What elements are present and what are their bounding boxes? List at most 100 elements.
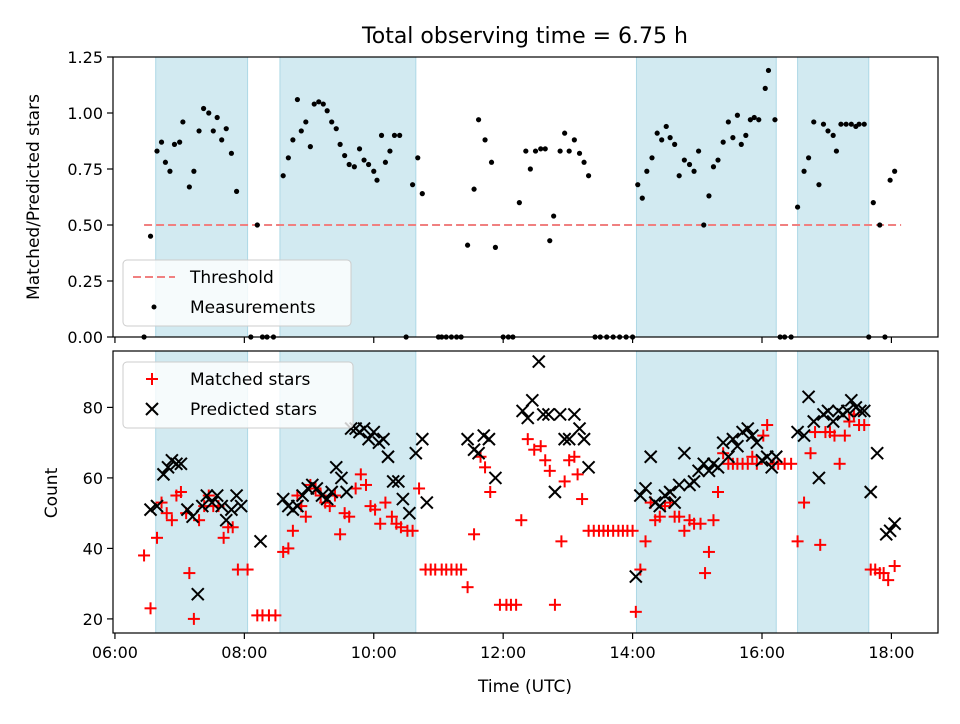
measurement-point [551,213,557,219]
predicted-star-point [205,495,219,510]
predicted-star-point-b [745,428,760,443]
measurement-point [686,161,693,168]
predicted-star-point-b [870,446,884,460]
measurement-point [219,137,225,143]
predicted-star-point [276,492,290,506]
legend-matched-label: Matched stars [190,370,310,390]
matched-star-point [828,429,841,442]
matched-star-point [165,514,178,527]
measurement-point [492,244,499,250]
y-tick-label: 20 [83,610,103,629]
matched-star-point [174,486,187,498]
predicted-star-point-b [716,435,730,450]
matched-star-point [413,482,426,495]
predicted-star-point [741,421,755,436]
predicted-star-point-b [180,502,195,517]
matched-star-point [629,605,642,618]
measurement-point [811,119,817,125]
measurement-point [691,168,697,174]
matched-star-point [814,538,827,551]
measurement-point [676,173,682,179]
predicted-star-point-b [361,432,376,446]
predicted-star-point-b [234,499,248,513]
predicted-star-point [214,499,229,513]
matched-star-point [558,475,571,488]
y-tick-label: 60 [83,469,103,488]
predicted-star-point [643,450,658,464]
matched-star-point [882,574,895,587]
matched-star-point [217,531,230,544]
predicted-star-point-b [672,478,686,492]
predicted-star-point-b [420,495,434,510]
predicted-star-point-b [853,404,868,418]
measurement-point [672,141,678,147]
predicted-star-point-b [315,488,329,503]
measurement-point [710,164,717,170]
predicted-star-point [210,488,224,503]
x-tick-label: 12:00 [480,643,526,662]
matched-star-point [374,517,387,530]
predicted-star-point [161,460,175,475]
predicted-star-point [863,485,878,499]
predicted-star-point [730,439,745,453]
predicted-star-point-b [329,460,343,475]
y-tick-label: 0.50 [67,216,103,235]
predicted-star-point-b [553,407,567,422]
legend-predicted-label: Predicted stars [190,400,317,420]
measurement-point [571,137,577,143]
y-tick-label: 40 [83,539,103,558]
predicted-star-point [482,432,496,446]
matched-star-point [187,612,200,625]
measurement-point [532,148,539,154]
predicted-star-point-b [386,474,400,489]
measurement-point [644,168,650,174]
measurement-point [720,139,726,145]
predicted-star-point [750,435,764,450]
measurement-point [527,166,533,172]
predicted-star-point [381,450,395,464]
predicted-star-point [677,446,692,460]
measurement-point [861,121,867,127]
legend-matched-marker [146,373,158,385]
measurement-point [391,132,398,138]
measurement-point [387,148,393,154]
matched-star-point [144,602,157,615]
measurement-point [482,137,488,143]
predicted-star-point [339,485,354,499]
predicted-star-point [156,467,171,482]
matched-star-point [543,464,556,477]
matched-star-point [138,549,151,562]
measurement-point [316,99,322,105]
measurement-point [725,119,731,125]
matched-star-point [809,426,822,439]
predicted-star-point [553,407,567,422]
predicted-star-point [769,450,783,464]
predicted-star-point [840,404,855,418]
observing-window-shade [635,56,777,338]
matched-star-point [757,429,770,442]
predicted-star-point [195,499,210,513]
predicted-star-point [887,517,902,531]
predicted-star-point [711,460,725,475]
measurement-point [538,146,544,152]
matched-star-point [474,450,487,463]
measurement-point [324,108,330,114]
measurement-point [659,137,665,143]
predicted-star-point-b [562,432,576,446]
predicted-star-point [638,481,653,496]
predicted-star-point [532,354,546,369]
predicted-star-point [653,499,667,513]
predicted-star-point-b [769,450,783,464]
matched-star-point [160,507,173,520]
predicted-star-point-b [653,499,667,513]
measurement-point [856,121,862,127]
matched-star-point [785,457,798,470]
matched-star-point [694,517,707,530]
measurement-point [820,121,827,127]
measurement-point [635,182,641,188]
measurement-point [210,128,216,134]
predicted-star-point-b [764,460,779,475]
measurement-point [576,150,583,156]
